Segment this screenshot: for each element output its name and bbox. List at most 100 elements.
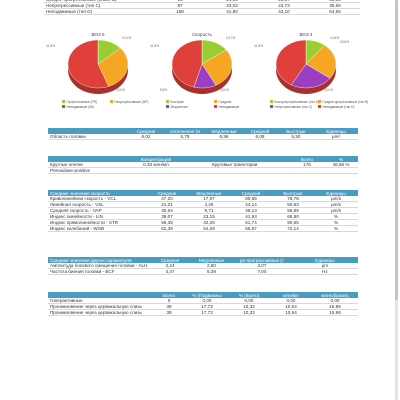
percent-label: 41,8% [46,44,56,48]
cell-value: 43,10 [258,8,310,16]
cell-value: μm/s [314,207,358,215]
legend-label: Неподвижные (тип D) [322,105,355,109]
legend-item: Медленные [166,105,188,109]
cell-value: 10,32 [228,309,270,317]
cell-value: 0 [152,298,186,305]
cell-value: 39 [152,303,186,311]
cell-value: 4,26 [188,201,230,209]
row-label: Непрогрессивные (тип С) [44,2,154,10]
legend-swatch [318,100,321,104]
column-header: Средний [230,190,272,196]
cell-value: 5,50 [278,134,314,141]
cell-value: 25,37 [258,0,310,4]
concentration-table: Концентрация Всего % Круглые клетки 0,33 … [48,156,358,175]
percent-label: 41,8% [254,44,264,48]
cell-value: 5,79 [164,134,206,141]
table-row: Круглые клетки 0,33 млн/мл Круговые траект… [48,162,358,169]
cell-value: 17,97 [188,196,230,203]
legend-swatch [62,105,65,109]
legend-item: Неподвижные (IM) [62,105,94,109]
column-header: Средние [146,190,188,196]
legend-label: Средне-прогрессивные (тип В) [322,100,369,104]
other-params-table: Средние значения других параметров Средни… [48,257,358,276]
column-header [48,292,152,298]
row-label: Круговые траектории [210,162,290,169]
legend-item: Средне-прогрессивные (тип В) [318,100,368,104]
percent-label: 25,0% [220,88,230,92]
cell-value: 65,80 [272,213,314,221]
row-label: Неподвижные (тип D) [44,8,154,16]
cell-value: 30,64 [146,207,188,215]
percent-label: 8,5% [160,88,168,92]
cell-value: 10,32 [228,303,270,311]
cell-value: 62,39 [146,225,188,233]
pie-slice [290,63,331,89]
table-row: Область головки 6,02 5,79 6,56 6,08 5,50 μm² [48,134,358,141]
cell-value: μm/s [314,196,358,203]
cell-value: 0,33 млн/мл [128,162,184,169]
speed-table: Средние значения скорости Средние Медленны… [48,190,358,233]
pie-slice [305,44,337,79]
cell-value: 60,65 [230,196,272,203]
cell-value: 10,64 [270,309,312,317]
cell-value: 21,21 [146,201,188,209]
cell-value: 35,60 [310,2,360,10]
cell-value [128,167,184,175]
cell-value: 9,71 [188,207,230,215]
row-label: Peroxidase-positive [48,167,128,175]
legend-item: Средние [214,100,231,104]
pie-slice [171,39,203,88]
column-header: млн/образец [312,292,358,298]
scrollbar-thumb[interactable] [395,0,398,300]
cell-value: 93 [154,0,206,4]
legend-label: Неподвижные [218,105,240,109]
row-label: Индекс линейности - LIN [48,213,146,221]
cell-value: 6,08 [242,134,278,141]
cell-value: 61,74 [230,219,272,227]
column-header: Единицы [291,257,358,263]
legend-item: Быстропрогрессивные (тип А) [270,100,319,104]
pie-title: ВОЗ 4 [299,32,313,37]
cell-value: 64,65 [310,8,360,16]
percent-label: 23,0% [324,88,334,92]
percent-label: 13,7% [226,36,236,40]
row-label: Круглые клетки [48,162,128,169]
cell-value: μm/s [314,201,358,209]
legend-label: Быстропрогрессивные (тип А) [274,100,319,104]
cell-value: 7,00 [232,268,292,276]
legend-swatch [166,105,169,109]
cell-value: 87 [154,2,206,10]
row-label: Частота биения головки - BCF [48,268,150,276]
cell-value: 59,38 [146,219,188,227]
cell-value: 158 [154,8,206,16]
cell-value: 5,39 [190,268,233,276]
legend-swatch [270,105,273,109]
table-row: Средняя скорость - VAP 30,64 9,71 39,13 55,8… [48,207,358,215]
column-header: млн/мл [270,292,312,298]
cell-value: 10,64 [270,303,312,311]
column-header: % (Подвижны [186,292,228,298]
legend-label: Непрогрессивные (NP) [114,100,149,104]
table-row: Индекс прямолинейности - STR 59,38 42,28 61… [48,219,358,227]
table-row: Средне-прогрессивные (класс B)9324,6025,… [44,0,360,4]
pie-charts: ВОЗ 5 10,2% 41,8% 23,0% Прогрессивные (PR) Не… [44,30,368,120]
pie-slice [275,39,307,86]
cell-value: 3,07 [232,263,292,270]
column-header: Всего [152,292,186,298]
motility-table: Средне-прогрессивные (класс B)9324,6025,… [44,0,360,16]
table-row: Линейная скорость - VSL 21,21 4,26 24,14 50,… [48,201,358,209]
row-label: Гиперактивные [48,298,152,305]
column-header: Быстрые [278,128,314,134]
legend-item: Непрогрессивные (тип С) [270,105,312,109]
legend-swatch [214,100,217,104]
row-label: Индекс колебаний - WOB [48,225,146,233]
cell-value: 23,02 [206,2,258,10]
cell-value: % [314,219,358,227]
legend-swatch [166,100,169,104]
table-row: Частота биения головки - BCF 4,47 5,39 7,00… [48,268,358,276]
percent-header: % [324,156,358,162]
cell-value: 54,09 [188,225,230,233]
pie-title: Скорость [192,32,212,37]
pie-chart: Скорость 13,7% 41,8% 25,0% 8,5% Быстрые Средни… [150,30,254,120]
concentration-header: Концентрация [128,156,184,162]
